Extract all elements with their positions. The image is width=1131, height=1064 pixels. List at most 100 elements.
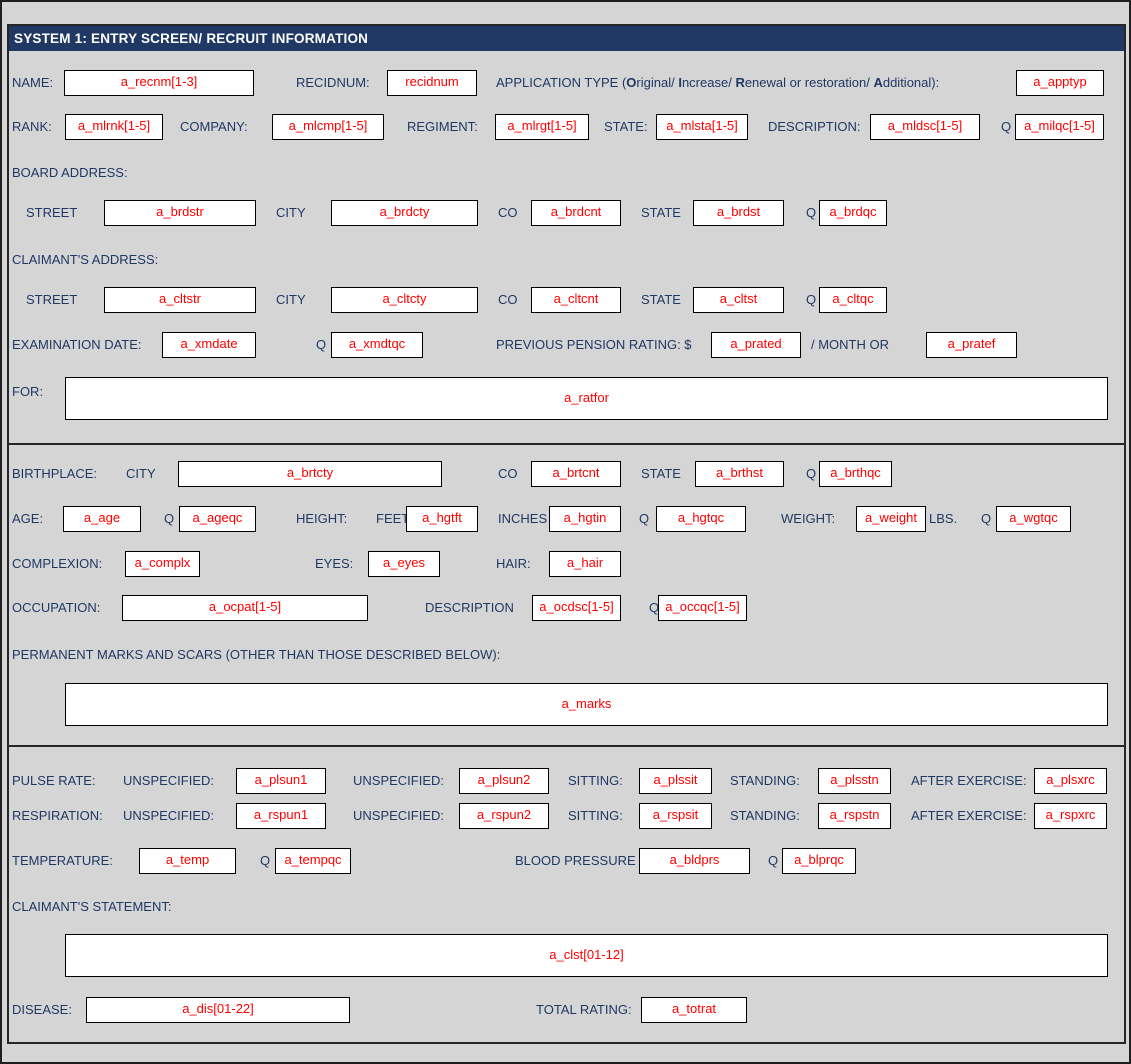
claimant-state-field[interactable]: a_cltst bbox=[693, 287, 784, 313]
claimant-street-field[interactable]: a_cltstr bbox=[104, 287, 256, 313]
pulse-standing-field[interactable]: a_plsstn bbox=[818, 768, 891, 794]
pulse-unspecified2-label: UNSPECIFIED: bbox=[353, 773, 445, 788]
disease-field[interactable]: a_dis[01-22] bbox=[86, 997, 350, 1023]
board-q-field[interactable]: a_brdqc bbox=[819, 200, 887, 226]
birth-state-field[interactable]: a_brthst bbox=[695, 461, 784, 487]
section-divider bbox=[7, 443, 1126, 445]
resp-standing-field[interactable]: a_rspstn bbox=[818, 803, 891, 829]
pulse-sitting-field[interactable]: a_plssit bbox=[639, 768, 712, 794]
board-co-field[interactable]: a_brdcnt bbox=[531, 200, 621, 226]
board-address-label: BOARD ADDRESS: bbox=[12, 165, 128, 180]
board-street-field[interactable]: a_brdstr bbox=[104, 200, 256, 226]
pulse-unspecified2-field[interactable]: a_plsun2 bbox=[459, 768, 549, 794]
height-feet-field[interactable]: a_hgtft bbox=[406, 506, 478, 532]
board-state-field[interactable]: a_brdst bbox=[693, 200, 784, 226]
resp-standing-label: STANDING: bbox=[730, 808, 800, 823]
lbs-label: LBS. bbox=[929, 511, 958, 526]
application-type-field[interactable]: a_apptyp bbox=[1016, 70, 1104, 96]
page-title: SYSTEM 1: ENTRY SCREEN/ RECRUIT INFORMAT… bbox=[9, 26, 1124, 51]
birth-co-field[interactable]: a_brtcnt bbox=[531, 461, 621, 487]
month-or-label: / MONTH OR bbox=[811, 337, 889, 352]
pulse-after-exercise-field[interactable]: a_plsxrc bbox=[1034, 768, 1107, 794]
complexion-field[interactable]: a_complx bbox=[125, 551, 200, 577]
occupation-description-label: DESCRIPTION bbox=[425, 600, 514, 615]
eyes-label: EYES: bbox=[315, 556, 354, 571]
application-type-label: APPLICATION TYPE (Original/ Increase/ Re… bbox=[496, 75, 940, 90]
section-divider bbox=[7, 745, 1126, 747]
temperature-q-label: Q bbox=[260, 853, 271, 868]
pulse-unspecified1-label: UNSPECIFIED: bbox=[123, 773, 215, 788]
age-q-field[interactable]: a_ageqc bbox=[179, 506, 256, 532]
occupation-field[interactable]: a_ocpat[1-5] bbox=[122, 595, 368, 621]
rating-for-field[interactable]: a_ratfor bbox=[65, 377, 1108, 420]
claimant-co-field[interactable]: a_cltcnt bbox=[531, 287, 621, 313]
occupation-q-field[interactable]: a_occqc[1-5] bbox=[658, 595, 747, 621]
total-rating-field[interactable]: a_totrat bbox=[641, 997, 747, 1023]
claimant-q-field[interactable]: a_cltqc bbox=[819, 287, 887, 313]
weight-q-label: Q bbox=[981, 511, 992, 526]
resp-sitting-field[interactable]: a_rspsit bbox=[639, 803, 712, 829]
pension-fraction-field[interactable]: a_pratef bbox=[926, 332, 1017, 358]
age-label: AGE: bbox=[12, 511, 44, 526]
pulse-unspecified1-field[interactable]: a_plsun1 bbox=[236, 768, 326, 794]
resp-unspecified1-field[interactable]: a_rspun1 bbox=[236, 803, 326, 829]
exam-date-q-field[interactable]: a_xmdtqc bbox=[331, 332, 423, 358]
exam-date-field[interactable]: a_xmdate bbox=[162, 332, 256, 358]
claimant-city-field[interactable]: a_cltcty bbox=[331, 287, 478, 313]
resp-unspecified2-field[interactable]: a_rspun2 bbox=[459, 803, 549, 829]
name-field[interactable]: a_recnm[1-3] bbox=[64, 70, 254, 96]
company-field[interactable]: a_mlcmp[1-5] bbox=[272, 114, 384, 140]
birth-q-field[interactable]: a_brthqc bbox=[819, 461, 892, 487]
height-inches-field[interactable]: a_hgtin bbox=[549, 506, 621, 532]
total-rating-label: TOTAL RATING: bbox=[536, 1002, 632, 1017]
recidnum-label: RECIDNUM: bbox=[296, 75, 370, 90]
pulse-standing-label: STANDING: bbox=[730, 773, 800, 788]
resp-sitting-label: SITTING: bbox=[568, 808, 623, 823]
rank-field[interactable]: a_mlrnk[1-5] bbox=[65, 114, 163, 140]
birth-state-label: STATE bbox=[641, 466, 681, 481]
height-q-field[interactable]: a_hgtqc bbox=[656, 506, 746, 532]
weight-field[interactable]: a_weight bbox=[856, 506, 926, 532]
recidnum-field[interactable]: recidnum bbox=[387, 70, 477, 96]
resp-after-exercise-field[interactable]: a_rspxrc bbox=[1034, 803, 1107, 829]
temperature-field[interactable]: a_temp bbox=[139, 848, 236, 874]
blood-pressure-q-field[interactable]: a_blprqc bbox=[782, 848, 856, 874]
claimant-co-label: CO bbox=[498, 292, 518, 307]
claimant-statement-field[interactable]: a_clst[01-12] bbox=[65, 934, 1108, 977]
military-state-field[interactable]: a_mlsta[1-5] bbox=[656, 114, 748, 140]
feet-label: FEET bbox=[376, 511, 410, 526]
respiration-label: RESPIRATION: bbox=[12, 808, 103, 823]
military-description-field[interactable]: a_mldsc[1-5] bbox=[870, 114, 980, 140]
board-city-field[interactable]: a_brdcty bbox=[331, 200, 478, 226]
regiment-label: REGIMENT: bbox=[407, 119, 478, 134]
previous-pension-label: PREVIOUS PENSION RATING: $ bbox=[496, 337, 692, 352]
board-q-label: Q bbox=[806, 205, 817, 220]
name-label: NAME: bbox=[12, 75, 54, 90]
weight-q-field[interactable]: a_wgtqc bbox=[996, 506, 1071, 532]
marks-field[interactable]: a_marks bbox=[65, 683, 1108, 726]
blood-pressure-field[interactable]: a_bldprs bbox=[639, 848, 750, 874]
occupation-description-field[interactable]: a_ocdsc[1-5] bbox=[532, 595, 621, 621]
regiment-field[interactable]: a_mlrgt[1-5] bbox=[495, 114, 589, 140]
military-description-label: DESCRIPTION: bbox=[768, 119, 861, 134]
birth-city-label: CITY bbox=[126, 466, 156, 481]
hair-field[interactable]: a_hair bbox=[549, 551, 621, 577]
eyes-field[interactable]: a_eyes bbox=[368, 551, 440, 577]
disease-label: DISEASE: bbox=[12, 1002, 72, 1017]
pension-dollars-field[interactable]: a_prated bbox=[711, 332, 801, 358]
military-state-label: STATE: bbox=[604, 119, 648, 134]
birth-city-field[interactable]: a_brtcty bbox=[178, 461, 442, 487]
pulse-sitting-label: SITTING: bbox=[568, 773, 623, 788]
height-q-label: Q bbox=[639, 511, 650, 526]
military-q-field[interactable]: a_milqc[1-5] bbox=[1015, 114, 1104, 140]
temperature-q-field[interactable]: a_tempqc bbox=[275, 848, 351, 874]
military-q-label: Q bbox=[1001, 119, 1012, 134]
marks-label: PERMANENT MARKS AND SCARS (OTHER THAN TH… bbox=[12, 647, 501, 662]
height-label: HEIGHT: bbox=[296, 511, 348, 526]
pulse-rate-label: PULSE RATE: bbox=[12, 773, 96, 788]
occupation-q-label: Q bbox=[649, 600, 660, 615]
age-field[interactable]: a_age bbox=[63, 506, 141, 532]
board-co-label: CO bbox=[498, 205, 518, 220]
form-panel: SYSTEM 1: ENTRY SCREEN/ RECRUIT INFORMAT… bbox=[7, 24, 1126, 1044]
